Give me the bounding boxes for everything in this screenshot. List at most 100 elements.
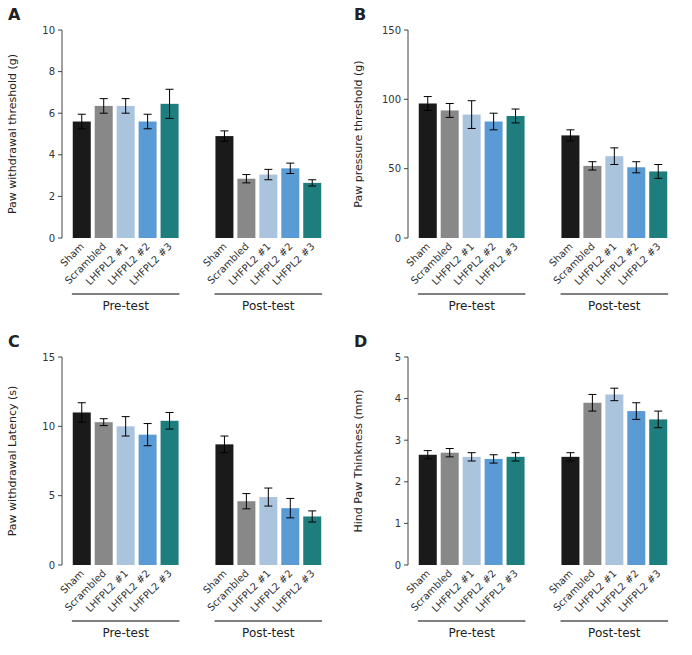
bar: [485, 122, 503, 238]
error-cap: [166, 118, 174, 119]
error-cap: [308, 510, 316, 511]
error-bar: [566, 130, 574, 141]
error-line: [246, 494, 247, 509]
error-cap: [122, 436, 130, 437]
error-cap: [566, 140, 574, 141]
error-bar: [286, 163, 294, 173]
x-tick-label: LHFPL2 #3: [270, 241, 316, 287]
bar: [419, 103, 437, 238]
x-tick-label: LHFPL2 #3: [473, 241, 519, 287]
error-cap: [242, 508, 250, 509]
group-label: Post-test: [242, 299, 295, 313]
error-cap: [144, 128, 152, 129]
y-axis-line: [408, 30, 409, 238]
error-cap: [166, 412, 174, 413]
group-label: Pre-test: [102, 299, 149, 313]
error-line: [147, 114, 148, 129]
error-cap: [308, 179, 316, 180]
bar: [441, 453, 459, 565]
y-axis-label: Paw withdrawal threshold (g): [6, 54, 19, 214]
error-line: [103, 419, 104, 426]
panel: APaw withdrawal threshold (g)0246810Sham…: [6, 5, 322, 313]
y-axis-label: Paw withdrawal Latency (s): [6, 386, 19, 537]
error-line: [515, 109, 516, 123]
bar: [605, 394, 623, 565]
error-line: [614, 148, 615, 165]
bar: [303, 516, 321, 565]
group-bracket: [418, 294, 526, 295]
error-cap: [100, 98, 108, 99]
error-bar: [424, 451, 432, 459]
y-tick-label: 5: [395, 352, 401, 363]
error-cap: [122, 416, 130, 417]
error-line: [169, 89, 170, 118]
y-tick-label: 5: [49, 490, 55, 501]
error-cap: [610, 164, 618, 165]
error-line: [493, 455, 494, 463]
figure: APaw withdrawal threshold (g)0246810Sham…: [0, 0, 692, 655]
error-line: [570, 453, 571, 461]
bar: [419, 455, 437, 565]
error-cap: [512, 109, 520, 110]
error-cap: [446, 117, 454, 118]
error-line: [81, 403, 82, 422]
error-cap: [654, 164, 662, 165]
bar: [139, 435, 157, 565]
error-cap: [654, 411, 662, 412]
group-bracket: [418, 621, 526, 622]
error-cap: [566, 129, 574, 130]
error-line: [224, 436, 225, 453]
group-bracket: [72, 621, 180, 622]
error-bar: [308, 180, 316, 186]
plot-area: [73, 403, 321, 565]
error-cap: [424, 458, 432, 459]
error-cap: [308, 522, 316, 523]
bar: [281, 168, 299, 238]
bar: [605, 156, 623, 238]
error-cap: [610, 147, 618, 148]
error-line: [103, 99, 104, 114]
bar: [627, 411, 645, 565]
y-tick-label: 4: [49, 149, 55, 160]
y-tick-label: 8: [49, 66, 55, 77]
error-bar: [610, 148, 618, 165]
bar: [95, 106, 113, 238]
error-line: [147, 424, 148, 446]
error-line: [312, 511, 313, 522]
error-line: [449, 449, 450, 457]
error-line: [449, 103, 450, 117]
x-tick-label: LHFPL2 #3: [127, 568, 173, 614]
y-axis-line: [62, 30, 63, 238]
error-cap: [446, 103, 454, 104]
plot-area: [419, 97, 667, 238]
error-cap: [566, 452, 574, 453]
error-cap: [446, 456, 454, 457]
error-cap: [424, 450, 432, 451]
error-cap: [446, 448, 454, 449]
error-bar: [166, 89, 174, 118]
bar: [561, 457, 579, 565]
x-tick-label: LHFPL2 #3: [616, 568, 662, 614]
y-tick: [58, 357, 62, 358]
error-bar: [220, 131, 228, 141]
error-cap: [654, 178, 662, 179]
y-tick-label: 100: [382, 94, 401, 105]
panel: CPaw withdrawal Latency (s)051015ShamScr…: [6, 332, 322, 640]
error-bar: [144, 424, 152, 446]
error-line: [515, 453, 516, 461]
y-tick: [58, 495, 62, 496]
error-cap: [78, 128, 86, 129]
group-label: Post-test: [588, 626, 641, 640]
y-tick: [58, 196, 62, 197]
group-label: Pre-test: [102, 626, 149, 640]
error-cap: [468, 461, 476, 462]
plot-area: [73, 89, 321, 238]
y-tick: [404, 440, 408, 441]
error-cap: [468, 128, 476, 129]
error-line: [592, 394, 593, 411]
error-bar: [78, 114, 86, 129]
y-tick-label: 4: [395, 393, 401, 404]
error-cap: [424, 110, 432, 111]
error-bar: [512, 453, 520, 461]
error-line: [658, 411, 659, 428]
